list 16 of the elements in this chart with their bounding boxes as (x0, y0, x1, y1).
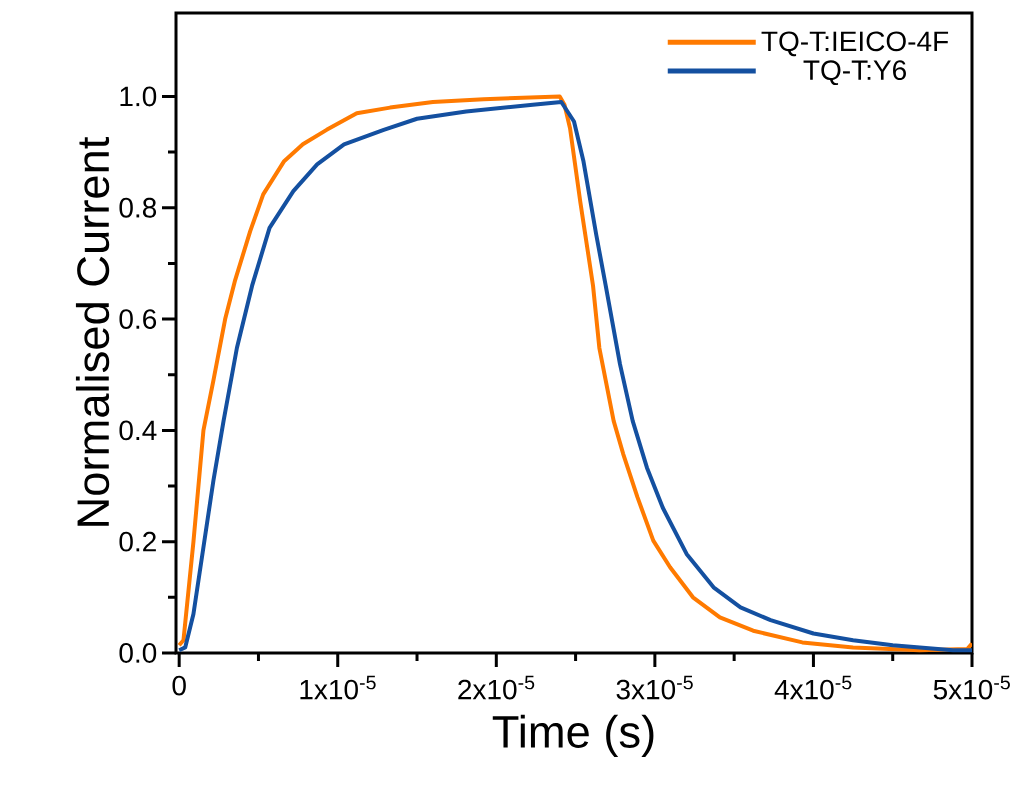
legend-label: TQ-T:Y6 (803, 60, 906, 86)
y-tick-label: 0.4 (119, 420, 157, 441)
x-tick-label: 1x10$^{-5}$ (300, 675, 376, 700)
x-tick-label: 5x10$^{-5}$ (933, 675, 1010, 700)
x-tick-label: 4x10$^{-5}$ (774, 675, 852, 700)
y-tick-label: 0.6 (119, 309, 157, 329)
x-tick-label: 0 (172, 675, 186, 696)
legend-label: TQ-T:IEICO-4F (761, 31, 949, 57)
y-tick-label: 0.8 (119, 197, 157, 218)
y-tick-label: 0.0 (119, 643, 157, 663)
x-axis-title: Time (s) (492, 714, 654, 757)
y-tick-label: 0.2 (119, 531, 156, 552)
x-tick-label: 2x10$^{-5}$ (458, 675, 535, 700)
y-tick-label: 1.0 (120, 86, 157, 107)
y-axis-title: Normalised Current (75, 136, 110, 526)
x-tick-label: 3x10$^{-5}$ (616, 675, 693, 700)
